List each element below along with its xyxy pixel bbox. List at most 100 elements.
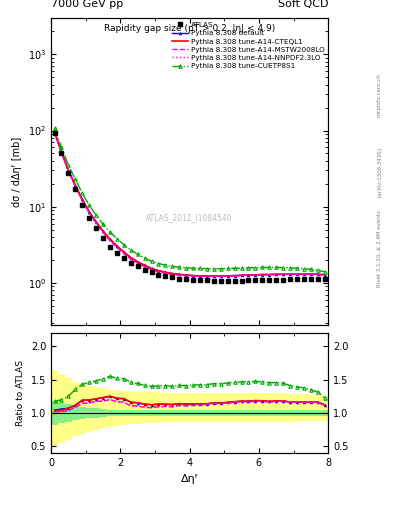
Pythia 8.308 default [52, 129, 57, 135]
Pythia 8.308 default [322, 272, 327, 278]
Pythia 8.308 default [205, 273, 209, 279]
Pythia 8.308 default [309, 271, 313, 278]
Pythia 8.308 tune-A14-NNPDF2.3LO [301, 271, 306, 278]
ATLAS [253, 278, 258, 284]
Pythia 8.308 tune-A14-NNPDF2.3LO [170, 271, 174, 278]
Pythia 8.308 tune-A14-NNPDF2.3LO [156, 269, 161, 275]
Pythia 8.308 default [156, 268, 161, 274]
ATLAS [163, 273, 168, 280]
Pythia 8.308 tune-A14-MSTW2008LO [156, 269, 161, 275]
Pythia 8.308 default [59, 148, 64, 155]
Pythia 8.308 tune-A14-NNPDF2.3LO [163, 270, 168, 276]
ATLAS [156, 272, 161, 278]
Pythia 8.308 tune-A14-MSTW2008LO [316, 271, 320, 278]
Line: ATLAS: ATLAS [52, 131, 327, 283]
Pythia 8.308 tune-A14-CTEQL1 [205, 273, 209, 279]
ATLAS [205, 278, 209, 284]
Pythia 8.308 tune-A14-CTEQL1 [246, 272, 251, 278]
Pythia 8.308 default [316, 271, 320, 278]
Pythia 8.308 tune-A14-MSTW2008LO [73, 183, 78, 189]
ATLAS [59, 151, 64, 157]
ATLAS [73, 186, 78, 192]
ATLAS [281, 277, 285, 283]
Pythia 8.308 tune-CUETP8S1 [225, 265, 230, 271]
Pythia 8.308 tune-A14-NNPDF2.3LO [288, 271, 292, 278]
Pythia 8.308 tune-A14-MSTW2008LO [163, 270, 168, 276]
Pythia 8.308 tune-A14-CTEQL1 [253, 272, 258, 278]
Pythia 8.308 tune-A14-MSTW2008LO [211, 273, 216, 280]
Pythia 8.308 tune-A14-NNPDF2.3LO [267, 272, 272, 278]
Pythia 8.308 tune-A14-MSTW2008LO [184, 273, 189, 279]
Pythia 8.308 tune-A14-CTEQL1 [316, 271, 320, 278]
Pythia 8.308 tune-A14-NNPDF2.3LO [274, 271, 279, 278]
Pythia 8.308 default [288, 271, 292, 278]
Pythia 8.308 tune-CUETP8S1 [191, 265, 195, 271]
Pythia 8.308 default [198, 273, 202, 279]
Pythia 8.308 tune-A14-NNPDF2.3LO [198, 273, 202, 280]
Pythia 8.308 tune-A14-MSTW2008LO [225, 273, 230, 279]
Pythia 8.308 tune-A14-MSTW2008LO [219, 273, 223, 280]
Pythia 8.308 tune-A14-CTEQL1 [281, 271, 285, 278]
Pythia 8.308 default [177, 271, 182, 278]
Pythia 8.308 tune-A14-NNPDF2.3LO [253, 272, 258, 278]
Pythia 8.308 tune-A14-NNPDF2.3LO [142, 264, 147, 270]
Pythia 8.308 tune-A14-CTEQL1 [149, 265, 154, 271]
Text: [arXiv:1306.3436]: [arXiv:1306.3436] [377, 146, 382, 197]
Y-axis label: dσ / dΔηᶠ [mb]: dσ / dΔηᶠ [mb] [12, 136, 22, 207]
Pythia 8.308 tune-A14-CTEQL1 [66, 167, 71, 174]
Pythia 8.308 default [267, 271, 272, 278]
ATLAS [87, 215, 92, 221]
ATLAS [246, 278, 251, 284]
ATLAS [149, 269, 154, 275]
Pythia 8.308 tune-CUETP8S1 [260, 264, 265, 270]
Pythia 8.308 tune-CUETP8S1 [232, 265, 237, 271]
Pythia 8.308 default [94, 219, 99, 225]
Pythia 8.308 default [142, 262, 147, 268]
Pythia 8.308 tune-A14-CTEQL1 [309, 271, 313, 278]
Pythia 8.308 tune-A14-CTEQL1 [87, 209, 92, 215]
Pythia 8.308 default [73, 182, 78, 188]
Pythia 8.308 tune-A14-NNPDF2.3LO [211, 273, 216, 280]
Pythia 8.308 default [129, 254, 133, 261]
Pythia 8.308 tune-CUETP8S1 [163, 262, 168, 268]
Pythia 8.308 tune-CUETP8S1 [108, 229, 112, 235]
Pythia 8.308 tune-CUETP8S1 [177, 264, 182, 270]
ATLAS [184, 276, 189, 282]
Pythia 8.308 tune-CUETP8S1 [121, 242, 126, 248]
Pythia 8.308 default [281, 271, 285, 278]
Pythia 8.308 tune-A14-MSTW2008LO [135, 260, 140, 266]
Pythia 8.308 tune-CUETP8S1 [267, 264, 272, 270]
ATLAS [267, 277, 272, 283]
Pythia 8.308 tune-A14-NNPDF2.3LO [149, 267, 154, 273]
Y-axis label: Ratio to ATLAS: Ratio to ATLAS [16, 360, 25, 426]
Pythia 8.308 tune-A14-CTEQL1 [295, 271, 299, 278]
Pythia 8.308 tune-A14-MSTW2008LO [80, 198, 84, 204]
Text: Soft QCD: Soft QCD [278, 0, 328, 9]
Pythia 8.308 tune-A14-MSTW2008LO [142, 264, 147, 270]
Pythia 8.308 tune-A14-NNPDF2.3LO [260, 272, 265, 278]
Pythia 8.308 tune-CUETP8S1 [288, 265, 292, 271]
Pythia 8.308 tune-A14-CTEQL1 [129, 254, 133, 261]
Pythia 8.308 tune-A14-MSTW2008LO [301, 271, 306, 278]
Pythia 8.308 default [66, 167, 71, 174]
Pythia 8.308 tune-A14-CTEQL1 [322, 272, 327, 278]
ATLAS [316, 276, 320, 282]
Pythia 8.308 tune-A14-CTEQL1 [184, 272, 189, 278]
Pythia 8.308 tune-CUETP8S1 [198, 265, 202, 271]
Pythia 8.308 tune-A14-CTEQL1 [94, 219, 99, 225]
Pythia 8.308 default [121, 249, 126, 255]
Pythia 8.308 tune-A14-MSTW2008LO [274, 271, 279, 278]
ATLAS [232, 278, 237, 284]
ATLAS [211, 278, 216, 284]
Pythia 8.308 tune-CUETP8S1 [253, 265, 258, 271]
Pythia 8.308 tune-CUETP8S1 [80, 190, 84, 197]
Pythia 8.308 tune-CUETP8S1 [66, 162, 71, 168]
Pythia 8.308 tune-A14-NNPDF2.3LO [52, 130, 57, 136]
Pythia 8.308 tune-A14-MSTW2008LO [253, 272, 258, 278]
Pythia 8.308 tune-A14-MSTW2008LO [232, 273, 237, 279]
Pythia 8.308 tune-A14-NNPDF2.3LO [295, 271, 299, 278]
Pythia 8.308 default [253, 272, 258, 278]
ATLAS [121, 255, 126, 262]
Pythia 8.308 tune-A14-NNPDF2.3LO [184, 273, 189, 279]
Pythia 8.308 tune-A14-NNPDF2.3LO [114, 244, 119, 250]
